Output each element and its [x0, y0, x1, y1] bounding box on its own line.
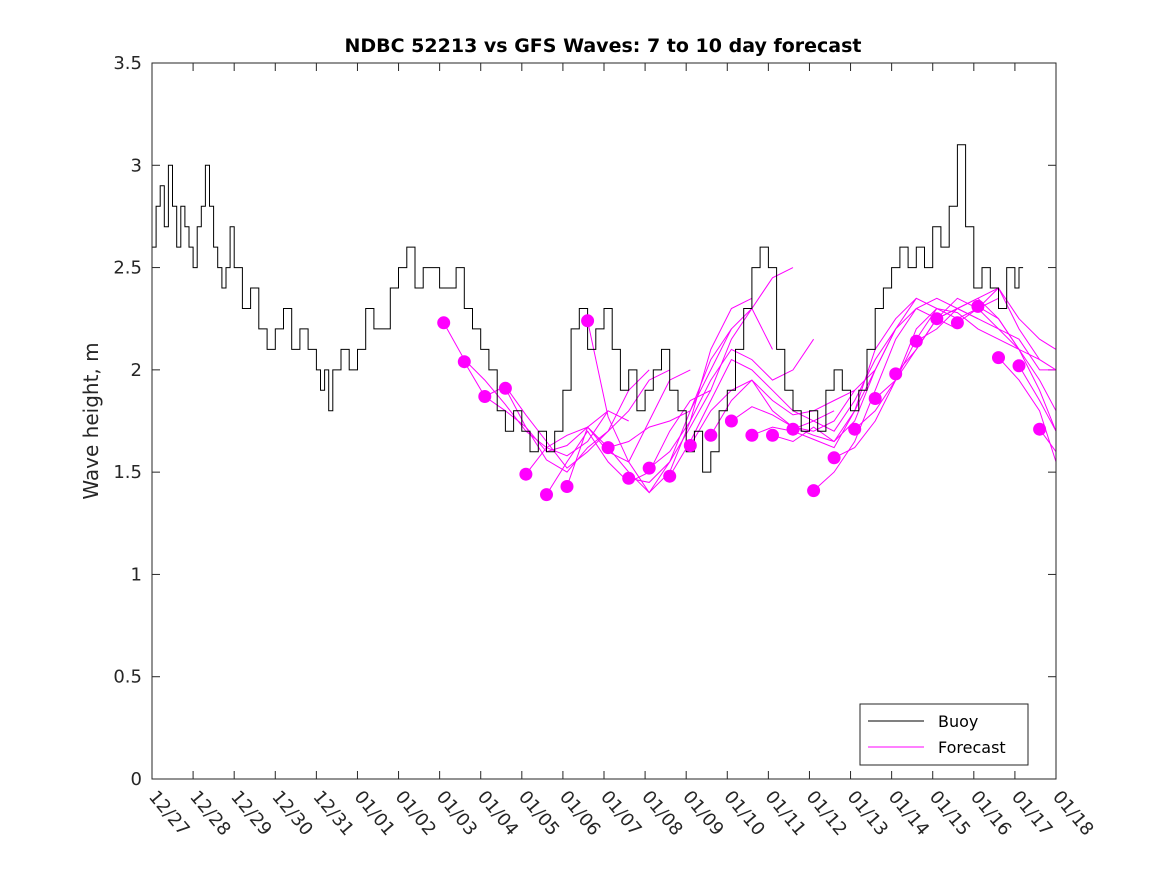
x-tick-label: 01/11	[761, 787, 810, 840]
forecast-line	[998, 357, 1057, 463]
forecast-line	[648, 338, 815, 469]
y-tick-label: 2.5	[113, 258, 142, 279]
forecast-marker	[478, 390, 492, 403]
plot-frame	[151, 62, 1057, 780]
x-tick-label: 01/01	[350, 787, 399, 840]
x-tick-label: 01/03	[432, 787, 481, 840]
forecast-marker	[889, 367, 903, 381]
forecast-marker	[745, 428, 759, 442]
x-tick-label: 01/15	[925, 787, 974, 840]
forecast-marker	[971, 299, 985, 313]
x-tick-label: 01/12	[802, 787, 851, 840]
x-tick-label: 12/27	[144, 787, 193, 840]
forecast-marker	[663, 469, 677, 483]
legend-buoy-label: Buoy	[938, 712, 978, 731]
forecast-marker	[642, 461, 656, 475]
legend: Buoy Forecast	[859, 703, 1029, 766]
y-tick-label: 2	[131, 360, 142, 381]
forecast-line	[751, 297, 917, 449]
forecast-line	[669, 358, 835, 477]
forecast-marker	[457, 355, 471, 369]
forecast-line	[1018, 365, 1057, 432]
y-tick-label: 3	[131, 155, 142, 176]
forecast-line	[484, 369, 650, 469]
forecast-marker	[519, 467, 533, 481]
forecast-marker	[1033, 422, 1047, 436]
x-tick-label: 12/31	[309, 787, 358, 840]
x-tick-label: 01/14	[884, 787, 933, 840]
forecast-marker	[437, 316, 451, 330]
x-tick-label: 01/13	[843, 787, 892, 840]
chart-title: NDBC 52213 vs GFS Waves: 7 to 10 day for…	[344, 35, 861, 57]
forecast-line	[607, 307, 773, 449]
buoy-series	[152, 144, 1024, 473]
legend-forecast-label: Forecast	[938, 738, 1006, 757]
forecast-line	[731, 328, 897, 443]
y-tick-label: 0	[131, 769, 142, 790]
forecast-marker	[766, 428, 779, 442]
forecast-line	[772, 297, 938, 443]
forecast-marker	[540, 488, 553, 502]
x-tick-label: 01/16	[966, 787, 1015, 840]
y-axis-label: Wave height, m	[79, 342, 103, 499]
forecast-line	[916, 297, 1057, 412]
forecast-marker	[622, 471, 636, 485]
forecast-line	[977, 305, 1057, 432]
x-tick-label: 01/10	[719, 787, 768, 840]
y-tick-label: 1	[131, 564, 142, 585]
forecast-marker	[581, 314, 595, 328]
forecast-line	[854, 307, 1020, 430]
buoy-line	[152, 144, 1024, 473]
forecast-line	[833, 297, 999, 459]
forecast-marker	[848, 422, 862, 436]
forecast-marker	[683, 439, 697, 452]
forecast-marker	[601, 441, 615, 455]
x-tick-label: 01/17	[1007, 787, 1056, 840]
y-tick-label: 3.5	[113, 53, 142, 74]
legend-box	[859, 703, 1029, 766]
x-tick-label: 12/30	[267, 787, 316, 840]
x-tick-label: 12/29	[226, 787, 275, 840]
forecast-marker	[807, 484, 821, 498]
forecast-marker	[930, 312, 944, 326]
plot-area	[152, 63, 1056, 779]
forecast-marker	[909, 334, 923, 348]
x-tick-label: 01/09	[678, 787, 727, 840]
forecast-line	[628, 267, 794, 483]
forecast-marker	[868, 392, 882, 405]
forecast-line	[504, 369, 670, 473]
x-tick-label: 01/06	[555, 787, 604, 840]
y-tick-label: 0.5	[113, 667, 142, 688]
x-tick-label: 01/04	[473, 787, 522, 840]
forecast-marker	[950, 316, 964, 330]
y-tick-label: 1.5	[113, 462, 142, 483]
forecast-markers	[437, 299, 1047, 502]
forecast-marker	[560, 480, 574, 493]
forecast-line	[689, 379, 855, 446]
forecast-marker	[992, 351, 1005, 365]
forecast-marker	[724, 414, 738, 428]
x-tick-label: 01/18	[1048, 787, 1097, 840]
x-tick-label: 12/28	[185, 787, 234, 840]
y-axis: 0 0.5 1 1.5 2 2.5 3 3.5	[113, 53, 1056, 790]
x-tick-label: 01/05	[514, 787, 563, 840]
forecast-marker	[1012, 359, 1026, 373]
x-tick-label: 01/08	[637, 787, 686, 840]
forecast-marker	[704, 428, 718, 442]
forecast-marker	[827, 451, 841, 465]
forecast-marker	[786, 422, 800, 436]
x-tick-label: 01/07	[596, 787, 645, 840]
forecast-marker	[498, 381, 512, 395]
x-tick-label: 01/02	[391, 787, 440, 840]
